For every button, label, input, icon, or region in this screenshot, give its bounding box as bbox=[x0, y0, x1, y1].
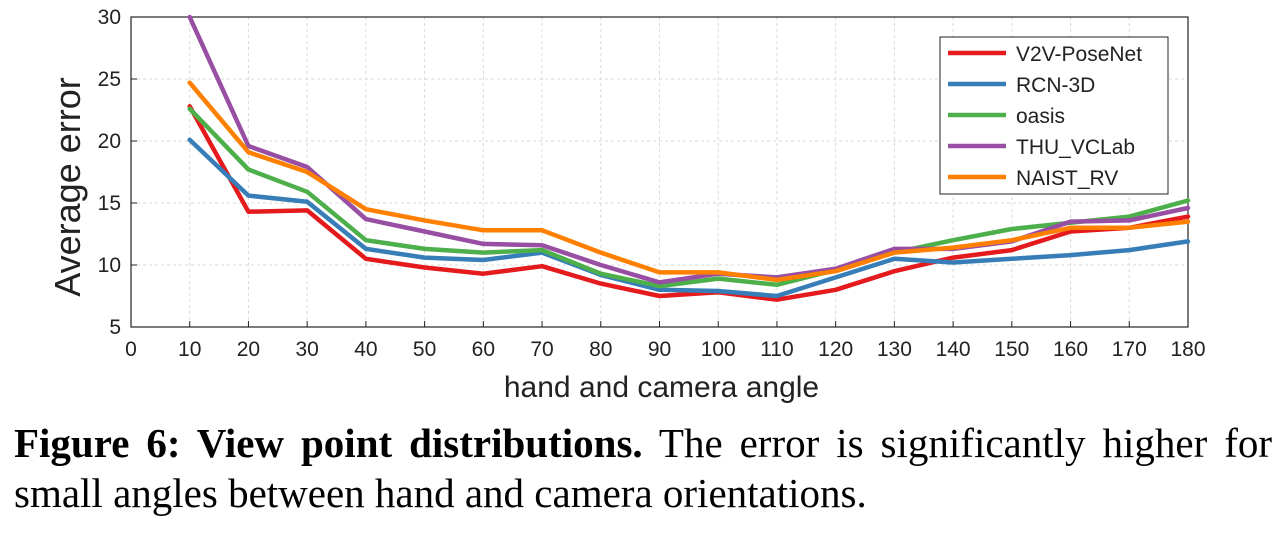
x-tick-label: 10 bbox=[178, 338, 201, 361]
legend-label: oasis bbox=[1016, 105, 1065, 128]
x-tick-label: 70 bbox=[530, 338, 553, 361]
legend: V2V-PoseNet RCN-3D oasis THU_VCLab NAIST_RV bbox=[939, 36, 1169, 195]
x-tick-label: 80 bbox=[589, 338, 612, 361]
series-line-oasis bbox=[187, 106, 1191, 289]
x-tick-label: 50 bbox=[413, 338, 436, 361]
x-tick-label: 110 bbox=[760, 338, 793, 361]
y-tick-label: 30 bbox=[98, 6, 121, 29]
y-tick-label: 10 bbox=[98, 254, 121, 277]
y-tick-label: 15 bbox=[98, 192, 121, 215]
y-axis-label: Average error bbox=[47, 77, 88, 296]
x-tick-label: 40 bbox=[354, 338, 377, 361]
y-tick-label: 20 bbox=[98, 130, 121, 153]
line-chart: 0 10 20 30 40 50 60 70 80 90 100 110 120 130 140 150 160… bbox=[47, 6, 1206, 404]
x-tick-label: 170 bbox=[1112, 338, 1147, 361]
axis-ticks: 0 10 20 30 40 50 60 70 80 90 100 110 120 130 140 150 160… bbox=[98, 6, 1206, 361]
x-tick-label: 160 bbox=[1053, 338, 1088, 361]
x-tick-label: 0 bbox=[125, 338, 137, 361]
legend-label: RCN-3D bbox=[1016, 74, 1095, 97]
x-tick-label: 60 bbox=[472, 338, 495, 361]
series-line-v2v-posenet bbox=[187, 104, 1191, 302]
y-tick-label: 5 bbox=[109, 316, 121, 339]
legend-label: THU_VCLab bbox=[1016, 136, 1135, 159]
x-tick-label: 100 bbox=[701, 338, 736, 361]
x-tick-label: 120 bbox=[818, 338, 853, 361]
legend-label: NAIST_RV bbox=[1016, 167, 1118, 190]
x-tick-label: 30 bbox=[295, 338, 318, 361]
y-tick-label: 25 bbox=[98, 68, 121, 91]
x-axis-label: hand and camera angle bbox=[504, 371, 819, 404]
x-tick-label: 140 bbox=[936, 338, 971, 361]
x-tick-label: 90 bbox=[648, 338, 671, 361]
series-line-rcn-3d bbox=[187, 137, 1191, 299]
legend-label: V2V-PoseNet bbox=[1016, 43, 1142, 66]
x-tick-label: 20 bbox=[237, 338, 260, 361]
x-tick-label: 150 bbox=[994, 338, 1029, 361]
series-lines bbox=[187, 14, 1191, 302]
caption-text: The error is significantly higher for sm… bbox=[14, 420, 1272, 516]
caption-title: Figure 6: View point distributions. bbox=[14, 420, 643, 466]
figure-caption: Figure 6: View point distributions. The … bbox=[14, 418, 1272, 518]
x-tick-label: 130 bbox=[877, 338, 912, 361]
x-tick-label: 180 bbox=[1170, 338, 1205, 361]
series-line-naist-rv bbox=[187, 80, 1191, 283]
